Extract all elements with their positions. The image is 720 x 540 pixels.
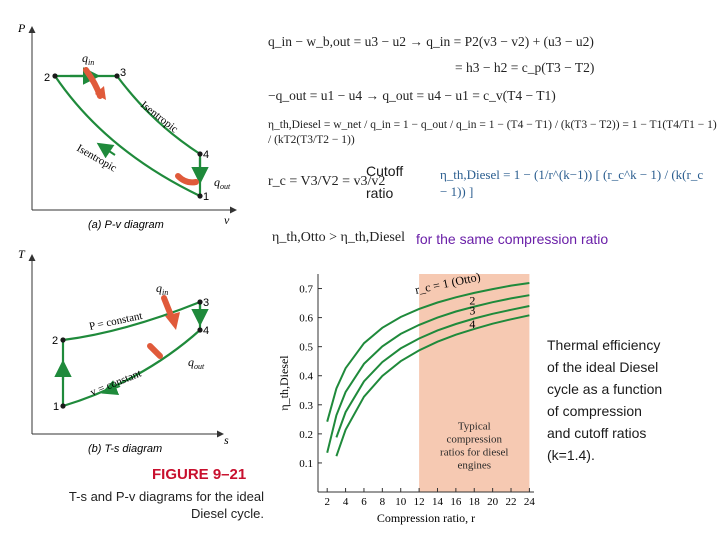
series-label: 4	[469, 317, 475, 331]
ts-axis-y-label: T	[18, 247, 26, 261]
y-tick-label: 0.7	[299, 284, 313, 296]
pv-qout-arrow	[175, 173, 199, 186]
pv-state-2: 2	[44, 72, 50, 84]
x-tick-label: 10	[395, 496, 407, 508]
x-tick-label: 20	[487, 496, 499, 508]
thermal-note-line-6: (k=1.4).	[547, 447, 595, 463]
thermal-note-line-3: cycle as a function	[547, 381, 663, 397]
equation-heat-in: q_in − w_b,out = u3 − u2 → q_in = P2(v3 …	[268, 34, 594, 49]
pv-axis-y-label: P	[17, 21, 26, 35]
cutoff-label-line-2: ratio	[366, 185, 394, 201]
ts-qout-label: qout	[188, 355, 205, 371]
y-tick-label: 0.1	[299, 458, 313, 470]
x-tick-label: 12	[414, 496, 425, 508]
ts-v-constant: v = constant	[89, 367, 143, 398]
thermal-note-line-4: of compression	[547, 403, 642, 419]
x-tick-label: 22	[506, 496, 517, 508]
y-tick-label: 0.2	[299, 429, 313, 441]
ts-qin-label: qin	[156, 281, 168, 297]
band-label-line: compression	[446, 434, 502, 446]
x-tick-label: 16	[450, 496, 462, 508]
pv-state-3: 3	[120, 67, 126, 79]
ts-state-1: 1	[53, 401, 59, 413]
ts-qout-arrow	[147, 343, 163, 359]
thermal-note-line-1: Thermal efficiency	[547, 337, 661, 353]
equation-efficiency: η_th,Diesel = w_net / q_in = 1 − q_out /…	[268, 119, 717, 146]
x-tick-label: 24	[524, 496, 536, 508]
pv-isentropic-upper: Isentropic	[138, 99, 180, 136]
ts-state-3: 3	[203, 297, 209, 309]
ts-process-4-1	[62, 329, 201, 408]
equation-diesel-efficiency: η_th,Diesel = 1 − (1/r^(k−1)) [ (r_c^k −…	[440, 167, 704, 199]
ts-process-2-3	[62, 300, 201, 342]
thermal-note-line-5: and cutoff ratios	[547, 425, 647, 441]
equation-cutoff-ratio: r_c = V3/V2 = v3/v2	[268, 174, 386, 189]
same-compression-note: for the same compression ratio	[416, 231, 609, 247]
pv-process-1-2	[54, 75, 201, 197]
y-tick-label: 0.6	[299, 313, 313, 325]
pv-state-4: 4	[203, 149, 209, 161]
equation-enthalpy: = h3 − h2 = c_p(T3 − T2)	[455, 60, 595, 75]
ts-state-2: 2	[52, 335, 58, 347]
series-line-rc-3	[335, 305, 530, 438]
x-tick-label: 8	[380, 496, 386, 508]
series-label: 3	[469, 304, 475, 318]
ts-axis-x-label: s	[224, 433, 229, 447]
pv-diagram: P v 2 3 4 1 Isentropic Isentropic qin qo…	[17, 21, 237, 231]
pv-caption: (a) P-v diagram	[88, 219, 164, 231]
series-label: 2	[469, 294, 475, 308]
cutoff-label-line-1: Cutoff	[366, 163, 404, 179]
y-tick-label: 0.5	[299, 342, 313, 354]
band-label-line: engines	[457, 460, 491, 472]
x-tick-label: 14	[432, 496, 444, 508]
pv-process-3-4	[116, 75, 201, 155]
series-line-rc-1	[326, 282, 530, 422]
figure-caption: T-s and P-v diagrams for the ideal Diese…	[24, 488, 264, 522]
x-axis-label: Compression ratio, r	[377, 511, 475, 525]
y-axis-label: η_th,Diesel	[277, 355, 291, 411]
series-line-rc-2	[326, 294, 530, 454]
x-tick-label: 4	[343, 496, 349, 508]
band-label-line: Typical	[458, 421, 491, 433]
thermal-note-line-2: of the ideal Diesel	[547, 359, 659, 375]
equation-heat-out: −q_out = u1 − u4 → q_out = u4 − u1 = c_v…	[268, 88, 556, 103]
x-tick-label: 2	[324, 496, 330, 508]
y-tick-label: 0.3	[299, 400, 313, 412]
y-tick-label: 0.4	[299, 371, 313, 383]
figure-caption-line-1: T-s and P-v diagrams for the ideal	[68, 489, 264, 504]
equation-otto-vs-diesel: η_th,Otto > η_th,Diesel	[272, 230, 405, 245]
x-tick-label: 18	[469, 496, 481, 508]
ts-diagram: T s 1 2 3 4 P = constant v = constant qi…	[18, 247, 229, 455]
x-tick-label: 6	[361, 496, 367, 508]
pv-qin-label: qin	[82, 51, 94, 67]
pv-axis-x-label: v	[224, 213, 230, 227]
ts-caption: (b) T-s diagram	[88, 443, 162, 455]
pv-isentropic-lower: Isentropic	[75, 142, 119, 174]
ts-state-4: 4	[203, 325, 209, 337]
cutoff-label: Cutoff ratio	[366, 160, 403, 204]
figure-caption-line-2: Diesel cycle.	[191, 506, 264, 521]
thermal-efficiency-note: Thermal efficiency of the ideal Diesel c…	[547, 334, 707, 466]
figure-number: FIGURE 9–21	[152, 466, 247, 483]
pv-state-1: 1	[203, 191, 209, 203]
pv-qout-label: qout	[214, 175, 231, 191]
band-label-line: ratios for diesel	[440, 447, 508, 459]
series-line-rc-4	[335, 314, 530, 457]
